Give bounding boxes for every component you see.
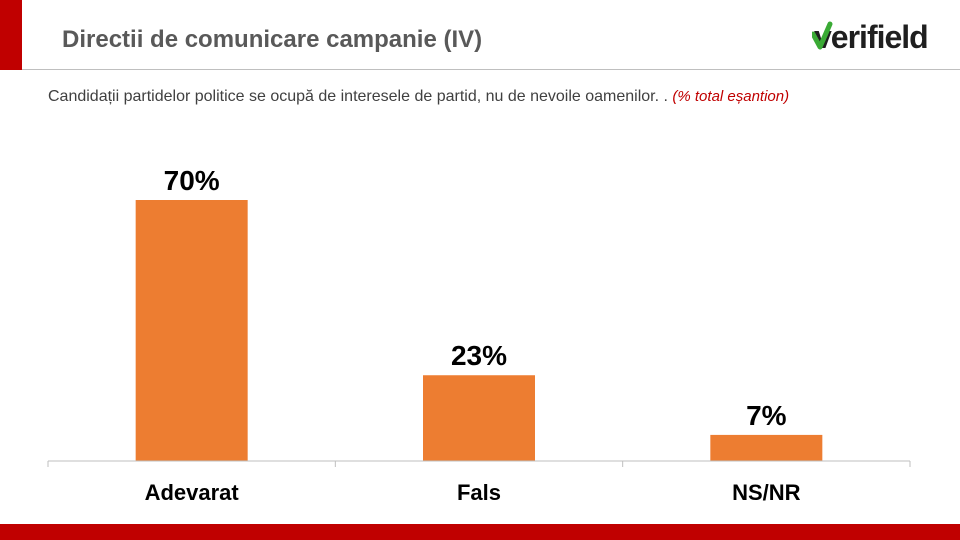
subtitle-note: (% total eșantion) [672,88,790,105]
data-label: 7% [746,400,787,431]
x-tick-label: Adevarat [145,480,240,505]
x-tick-label: NS/NR [732,480,801,505]
bar [710,434,823,461]
logo-text: verifield [814,19,928,55]
footer-bar [0,524,960,540]
data-label: 23% [451,340,507,371]
bar [423,375,535,461]
verifield-logo: verifield [812,19,929,55]
data-label: 70% [164,165,220,196]
header-divider [22,69,960,70]
bar [135,200,248,461]
subtitle-text: Candidații partidelor politice se ocupă … [48,88,673,105]
check-icon [812,21,833,50]
accent-bar [0,0,22,70]
chart-subtitle: Candidații partidelor politice se ocupă … [48,80,898,114]
page-title: Directii de comunicare campanie (IV) [62,26,483,53]
x-tick-label: Fals [457,480,501,505]
